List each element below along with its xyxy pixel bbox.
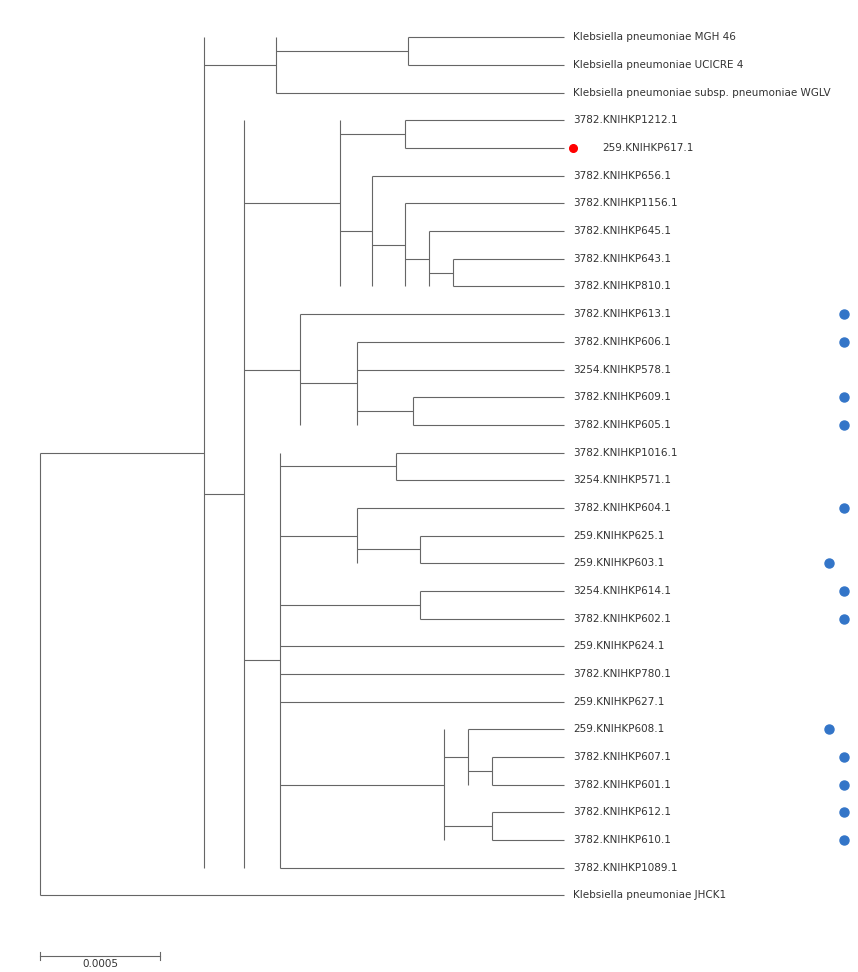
- Text: 3782.KNIHKP810.1: 3782.KNIHKP810.1: [573, 282, 671, 292]
- Text: 3782.KNIHKP613.1: 3782.KNIHKP613.1: [573, 309, 672, 319]
- Text: 259.KNIHKP617.1: 259.KNIHKP617.1: [602, 143, 693, 154]
- Text: 3782.KNIHKP606.1: 3782.KNIHKP606.1: [573, 337, 671, 347]
- Text: 259.KNIHKP624.1: 259.KNIHKP624.1: [573, 642, 665, 651]
- Text: 3254.KNIHKP571.1: 3254.KNIHKP571.1: [573, 475, 672, 485]
- Text: 3782.KNIHKP612.1: 3782.KNIHKP612.1: [573, 808, 672, 817]
- Text: 3782.KNIHKP610.1: 3782.KNIHKP610.1: [573, 835, 671, 845]
- Text: 3782.KNIHKP1016.1: 3782.KNIHKP1016.1: [573, 447, 678, 458]
- Text: Klebsiella pneumoniae MGH 46: Klebsiella pneumoniae MGH 46: [573, 32, 736, 43]
- Text: 3782.KNIHKP645.1: 3782.KNIHKP645.1: [573, 226, 672, 236]
- Text: Klebsiella pneumoniae subsp. pneumoniae WGLV: Klebsiella pneumoniae subsp. pneumoniae …: [573, 87, 831, 98]
- Text: 3782.KNIHKP607.1: 3782.KNIHKP607.1: [573, 752, 671, 762]
- Text: 3782.KNIHKP643.1: 3782.KNIHKP643.1: [573, 254, 672, 263]
- Text: 3782.KNIHKP1089.1: 3782.KNIHKP1089.1: [573, 863, 678, 873]
- Text: Klebsiella pneumoniae UCICRE 4: Klebsiella pneumoniae UCICRE 4: [573, 60, 744, 70]
- Text: 3782.KNIHKP780.1: 3782.KNIHKP780.1: [573, 669, 671, 679]
- Text: 259.KNIHKP627.1: 259.KNIHKP627.1: [573, 697, 665, 707]
- Text: 3782.KNIHKP602.1: 3782.KNIHKP602.1: [573, 613, 671, 624]
- Text: 259.KNIHKP603.1: 259.KNIHKP603.1: [573, 558, 665, 569]
- Text: 259.KNIHKP608.1: 259.KNIHKP608.1: [573, 724, 665, 734]
- Text: 3782.KNIHKP1156.1: 3782.KNIHKP1156.1: [573, 198, 678, 208]
- Text: 3782.KNIHKP604.1: 3782.KNIHKP604.1: [573, 503, 671, 513]
- Text: 3782.KNIHKP609.1: 3782.KNIHKP609.1: [573, 392, 671, 402]
- Text: 3782.KNIHKP601.1: 3782.KNIHKP601.1: [573, 780, 671, 789]
- Text: Klebsiella pneumoniae JHCK1: Klebsiella pneumoniae JHCK1: [573, 890, 727, 900]
- Text: 3254.KNIHKP614.1: 3254.KNIHKP614.1: [573, 586, 672, 596]
- Text: 3782.KNIHKP605.1: 3782.KNIHKP605.1: [573, 420, 671, 430]
- Text: 3782.KNIHKP1212.1: 3782.KNIHKP1212.1: [573, 116, 678, 125]
- Text: 3782.KNIHKP656.1: 3782.KNIHKP656.1: [573, 171, 672, 181]
- Text: 259.KNIHKP625.1: 259.KNIHKP625.1: [573, 531, 665, 540]
- Text: 0.0005: 0.0005: [82, 958, 118, 969]
- Text: 3254.KNIHKP578.1: 3254.KNIHKP578.1: [573, 364, 672, 374]
